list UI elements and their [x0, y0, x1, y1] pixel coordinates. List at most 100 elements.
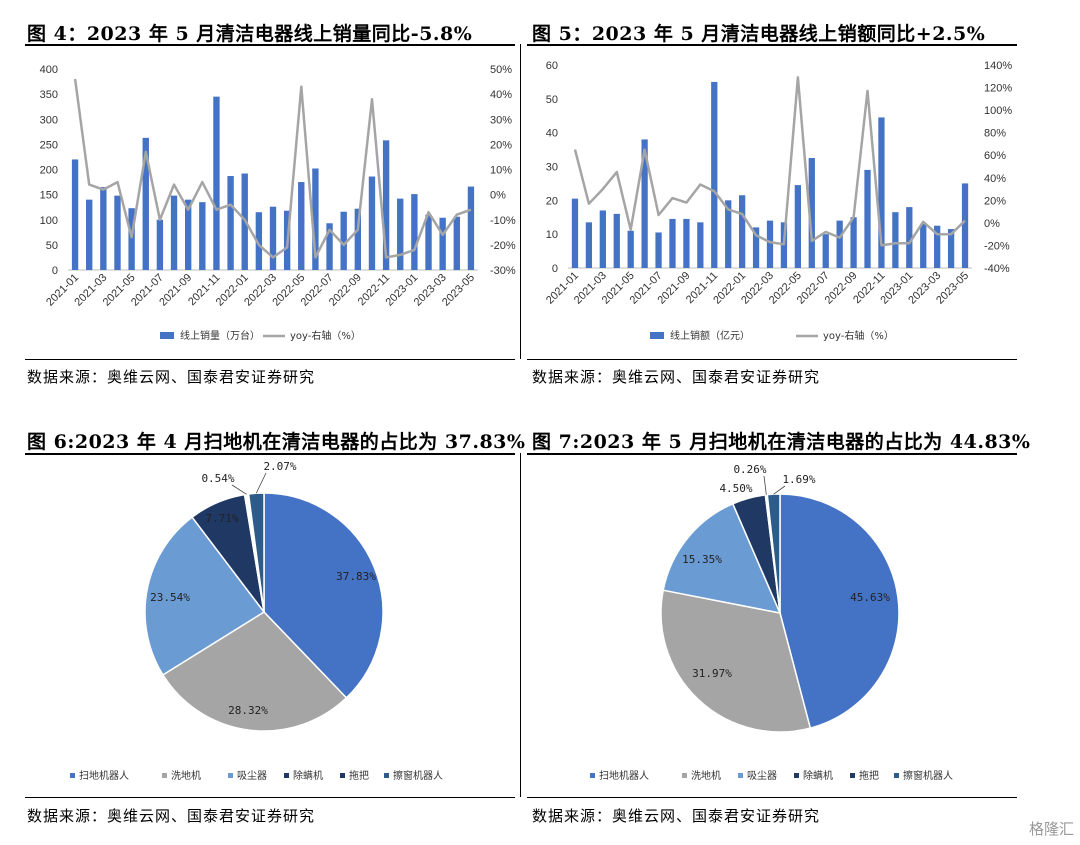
bar — [326, 223, 333, 270]
legend-label: 擦窗机器人 — [903, 769, 953, 782]
bar — [683, 218, 690, 268]
bar — [878, 117, 885, 268]
leader-line — [763, 475, 767, 495]
bar — [142, 137, 149, 270]
legend-marker — [738, 773, 743, 778]
bar — [961, 183, 969, 268]
chart-title-fig6: 图 6:2023 年 4 月扫地机在清洁电器的占比为 37.83% — [27, 431, 526, 453]
column-separator-top — [520, 44, 521, 359]
pie-value-label: 7.71% — [205, 512, 238, 525]
pie-outline — [660, 493, 900, 733]
pie-value-label: 4.50% — [719, 482, 752, 495]
legend-swatch-bar — [650, 332, 664, 339]
title-rule-fig5 — [527, 44, 1017, 46]
source-note-fig5: 数据来源：奥维云网、国泰君安证券研究 — [532, 368, 821, 386]
source-rule-fig6 — [25, 797, 515, 798]
column-separator-bottom — [520, 453, 521, 797]
y-tick-left: 60 — [546, 60, 558, 72]
bar — [269, 206, 277, 270]
bar — [599, 210, 606, 268]
y-tick-right: 40% — [490, 89, 512, 101]
bar — [836, 220, 843, 268]
leader-line — [231, 484, 247, 495]
pie-value-label: 1.69% — [782, 473, 815, 486]
bar — [711, 81, 718, 269]
y-tick-right: -20% — [984, 240, 1010, 252]
source-note-fig4: 数据来源：奥维云网、国泰君安证券研究 — [27, 368, 316, 386]
bar — [425, 214, 432, 270]
bar — [397, 198, 404, 270]
legend-label: 除螨机 — [803, 769, 833, 782]
source-rule-fig7 — [527, 797, 1017, 798]
bar — [467, 186, 475, 270]
bar — [255, 212, 263, 270]
bar — [906, 207, 913, 268]
bar — [850, 217, 857, 268]
pie-value-label: 15.35% — [682, 553, 722, 566]
bar — [892, 212, 899, 268]
title-rule-fig4 — [25, 44, 515, 46]
bar — [697, 222, 704, 268]
bar — [739, 195, 746, 268]
y-tick-left: 0 — [52, 265, 58, 277]
y-tick-right: 20% — [490, 139, 512, 151]
bar — [184, 199, 192, 270]
legend-label: 洗地机 — [171, 769, 201, 782]
chart-title-fig7: 图 7:2023 年 5 月扫地机在清洁电器的占比为 44.83% — [532, 431, 1031, 453]
legend-label: 拖把 — [349, 769, 369, 782]
source-rule-fig4 — [25, 359, 515, 360]
bar — [571, 198, 579, 268]
y-tick-left: 200 — [40, 165, 58, 177]
y-tick-left: 350 — [40, 89, 58, 101]
pie-value-label: 28.32% — [228, 704, 268, 717]
y-tick-left: 0 — [552, 263, 558, 275]
y-tick-right: -40% — [984, 263, 1010, 275]
legend-label: 拖把 — [859, 769, 879, 782]
watermark-logo: 格隆汇 — [1028, 820, 1074, 838]
y-tick-left: 100 — [40, 215, 58, 227]
y-tick-right: 30% — [490, 114, 512, 126]
legend-marker — [228, 773, 233, 778]
bar — [766, 220, 774, 268]
chart-title-fig5: 图 5：2023 年 5 月清洁电器线上销额同比+2.5% — [532, 23, 986, 45]
title-rule-fig6 — [25, 453, 515, 455]
y-tick-right: 40% — [984, 173, 1006, 185]
legend-marker — [850, 773, 855, 778]
bar — [808, 158, 815, 268]
legend-marker — [682, 773, 687, 778]
legend-label-bar: 线上销量（万台） — [180, 329, 260, 342]
bar — [340, 211, 347, 270]
y-tick-left: 30 — [546, 162, 558, 174]
y-tick-left: 40 — [546, 128, 558, 140]
legend-label: 扫地机器人 — [79, 769, 129, 782]
y-tick-right: 140% — [984, 60, 1012, 72]
legend-label: 扫地机器人 — [599, 769, 649, 782]
legend-marker — [162, 773, 167, 778]
bar — [864, 169, 871, 268]
pie-value-label: 0.26% — [733, 463, 766, 476]
y-tick-right: 20% — [984, 195, 1006, 207]
y-tick-left: 20 — [546, 195, 558, 207]
pie-value-label: 0.54% — [201, 472, 234, 485]
y-tick-right: 50% — [490, 64, 512, 76]
legend-marker — [70, 773, 75, 778]
bar — [128, 208, 135, 270]
bar — [86, 199, 93, 270]
pie-value-label: 45.63% — [850, 591, 890, 604]
bar — [382, 140, 390, 270]
legend-label: 吸尘器 — [237, 770, 267, 782]
bar — [100, 187, 107, 270]
y-tick-left: 300 — [40, 114, 58, 126]
y-tick-right: -30% — [490, 265, 516, 277]
legend-swatch-bar — [160, 332, 174, 339]
bar — [669, 218, 676, 268]
yoy-line — [573, 76, 966, 247]
y-tick-left: 50 — [46, 240, 58, 252]
chart-title-fig4: 图 4：2023 年 5 月清洁电器线上销量同比-5.8% — [27, 23, 473, 45]
bar — [822, 234, 829, 268]
pie-value-label: 37.83% — [336, 570, 376, 583]
y-tick-left: 10 — [546, 229, 558, 241]
legend-marker — [794, 773, 799, 778]
